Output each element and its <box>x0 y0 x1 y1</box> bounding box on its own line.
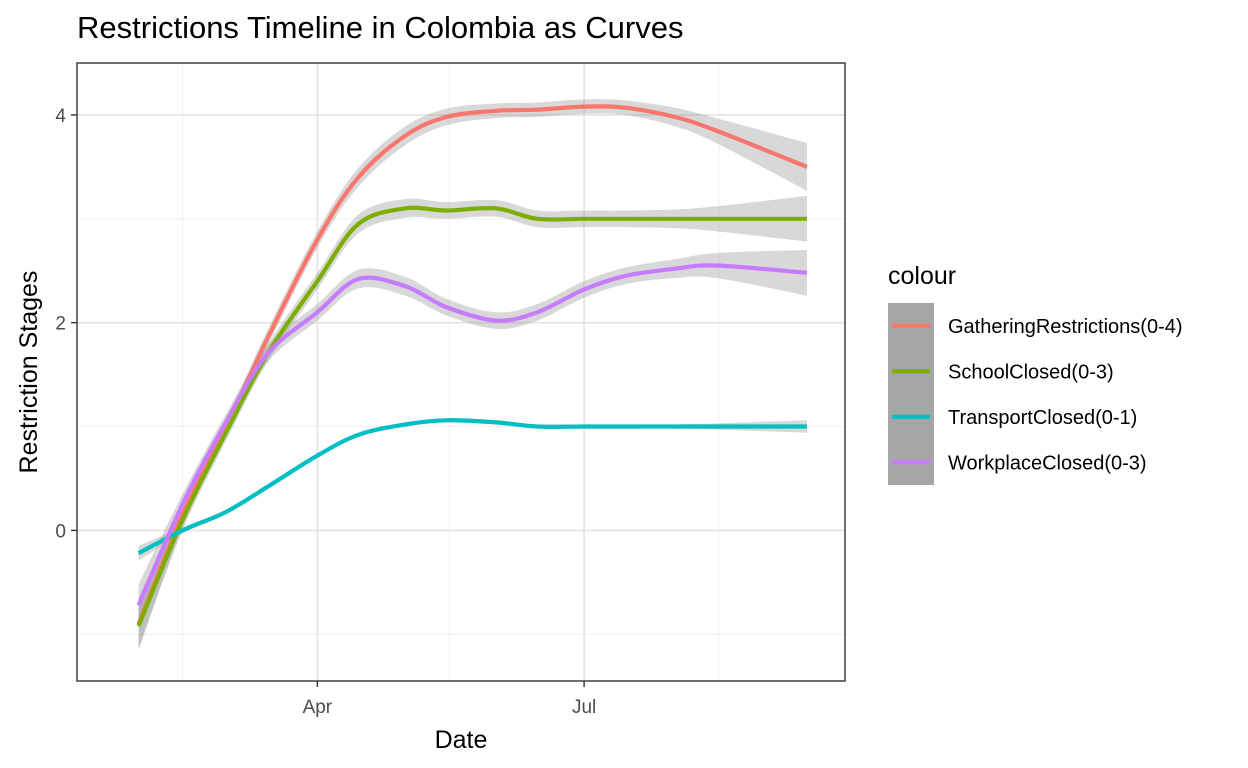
plot-panel-background <box>77 63 845 681</box>
legend-label: SchoolClosed(0-3) <box>948 361 1114 383</box>
legend-title: colour <box>888 262 956 290</box>
series-line-0 <box>136 104 808 625</box>
x-tick-label: Apr <box>303 697 333 718</box>
x-axis-title: Date <box>435 726 488 754</box>
legend-label: WorkplaceClosed(0-3) <box>948 452 1147 474</box>
series-line-3 <box>136 263 808 607</box>
grid-lines <box>77 63 845 681</box>
y-tick-label: 2 <box>55 314 66 335</box>
axes: 0 2 4 Apr Jul Date Restriction Stages <box>15 106 596 754</box>
y-axis-title: Restriction Stages <box>15 271 43 474</box>
plot-panel-border <box>76 62 846 682</box>
series-line-1 <box>136 205 807 627</box>
legend: colour GatheringRestrictions(0-4) SchoolCl… <box>888 262 1183 485</box>
ci-ribbon-0 <box>138 99 807 650</box>
chart-title: Restrictions Timeline in Colombia as Cur… <box>77 10 684 45</box>
series-line-2 <box>137 418 807 556</box>
y-tick-label: 4 <box>55 106 66 127</box>
y-tick-label: 0 <box>55 521 66 542</box>
series-lines <box>136 104 808 627</box>
legend-label: GatheringRestrictions(0-4) <box>948 316 1183 338</box>
legend-label: TransportClosed(0-1) <box>948 407 1137 429</box>
panel-border <box>76 62 846 682</box>
x-tick-label: Jul <box>572 697 596 718</box>
confidence-ribbons <box>138 99 807 650</box>
panel-background <box>77 63 845 681</box>
